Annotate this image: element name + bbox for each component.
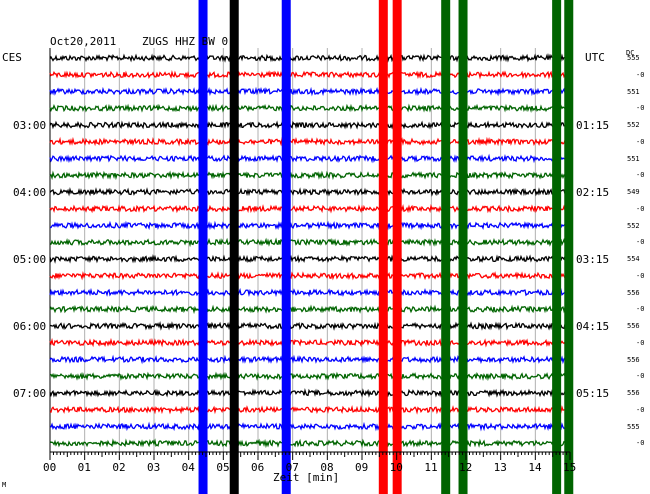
dc-value: -0: [636, 104, 645, 113]
dc-value: 555: [627, 422, 640, 431]
dc-value: -0: [636, 137, 645, 146]
right-timezone-label: UTC: [585, 51, 605, 64]
dc-value: -0: [636, 171, 645, 180]
dc-label: DC: [626, 49, 635, 57]
dc-value: -0: [636, 305, 645, 314]
event-marker: [198, 0, 208, 494]
trace-line: [49, 186, 571, 197]
left-time-label: 06:00: [13, 320, 47, 333]
x-tick-label: 06: [251, 461, 265, 474]
dc-value: 556: [627, 355, 640, 364]
dc-value: 556: [627, 322, 640, 330]
x-tick-label: 07: [285, 461, 299, 474]
trace-line: [49, 320, 571, 331]
trace-line: [49, 421, 571, 432]
trace-line: [49, 103, 571, 114]
left-time-label: 05:00: [13, 253, 47, 266]
dc-value: -0: [636, 204, 645, 213]
dc-value: -0: [636, 238, 645, 247]
dc-value: 551: [627, 87, 640, 96]
event-layer: [198, 0, 574, 494]
x-axis-label: Zeit [min]: [273, 471, 340, 484]
event-marker: [378, 0, 388, 494]
trace-line: [49, 237, 571, 248]
x-tick-label: 01: [77, 461, 91, 474]
trace-line: [49, 254, 571, 264]
trace-line: [49, 53, 571, 63]
dc-value: 556: [627, 288, 640, 297]
trace-line: [50, 220, 571, 231]
date-label: Oct20,2011: [50, 35, 117, 48]
dc-value: -0: [636, 338, 645, 347]
x-tick-label: 00: [43, 461, 57, 474]
corner-mark: M: [2, 481, 7, 489]
trace-line: [49, 304, 571, 315]
trace-layer: [49, 53, 571, 449]
trace-line: [49, 86, 571, 97]
trace-line: [49, 120, 571, 130]
dc-value: -0: [636, 372, 645, 381]
trace-line: [49, 287, 571, 298]
event-marker: [564, 0, 574, 494]
x-tick-label: 15: [563, 461, 577, 474]
dc-value: 552: [627, 121, 640, 129]
x-tick-label: 11: [424, 461, 438, 474]
right-time-label: 05:15: [576, 387, 610, 400]
trace-line: [49, 270, 571, 281]
trace-line: [49, 404, 571, 415]
dc-value: -0: [636, 70, 645, 79]
x-tick-label: 05: [216, 461, 230, 474]
x-tick-label: 12: [459, 461, 473, 474]
event-marker: [441, 0, 451, 494]
station-label: ZUGS HHZ BW 0: [142, 35, 229, 48]
x-tick-label: 02: [112, 461, 126, 474]
trace-line: [49, 170, 571, 181]
dc-value: 549: [627, 188, 640, 196]
right-time-label: 04:15: [576, 320, 610, 333]
dc-value: 555: [627, 54, 640, 62]
x-tick-label: 09: [355, 461, 369, 474]
dc-value: 554: [627, 255, 640, 263]
event-marker: [392, 0, 402, 494]
left-time-label: 03:00: [13, 119, 47, 132]
x-tick-label: 13: [493, 461, 507, 474]
x-tick-label: 03: [147, 461, 161, 474]
x-tick-label: 10: [389, 461, 403, 474]
dc-value: -0: [636, 405, 645, 414]
trace-line: [49, 438, 571, 449]
dc-value: 556: [627, 389, 640, 397]
trace-line: [49, 70, 571, 80]
dc-value: -0: [636, 271, 645, 280]
x-tick-label: 04: [181, 461, 195, 474]
trace-line: [49, 387, 571, 398]
right-time-label: 03:15: [576, 253, 610, 266]
trace-line: [49, 371, 571, 382]
trace-line: [49, 136, 571, 147]
trace-line: [49, 354, 571, 365]
x-tick-label: 08: [320, 461, 334, 474]
right-time-label: 02:15: [576, 186, 610, 199]
right-time-label: 01:15: [576, 119, 610, 132]
x-axis: [49, 451, 571, 460]
left-time-label: 07:00: [13, 387, 47, 400]
dc-value: 552: [627, 221, 640, 230]
trace-line: [49, 153, 571, 164]
trace-line: [49, 203, 571, 214]
event-marker: [229, 0, 239, 494]
trace-line: [49, 337, 571, 348]
event-marker: [552, 0, 562, 494]
left-timezone-label: CES: [2, 51, 22, 64]
dc-value: -0: [636, 439, 645, 448]
x-tick-label: 14: [528, 461, 542, 474]
left-time-label: 04:00: [13, 186, 47, 199]
dc-value: 551: [627, 154, 640, 163]
event-marker: [458, 0, 468, 494]
event-marker: [281, 0, 291, 494]
